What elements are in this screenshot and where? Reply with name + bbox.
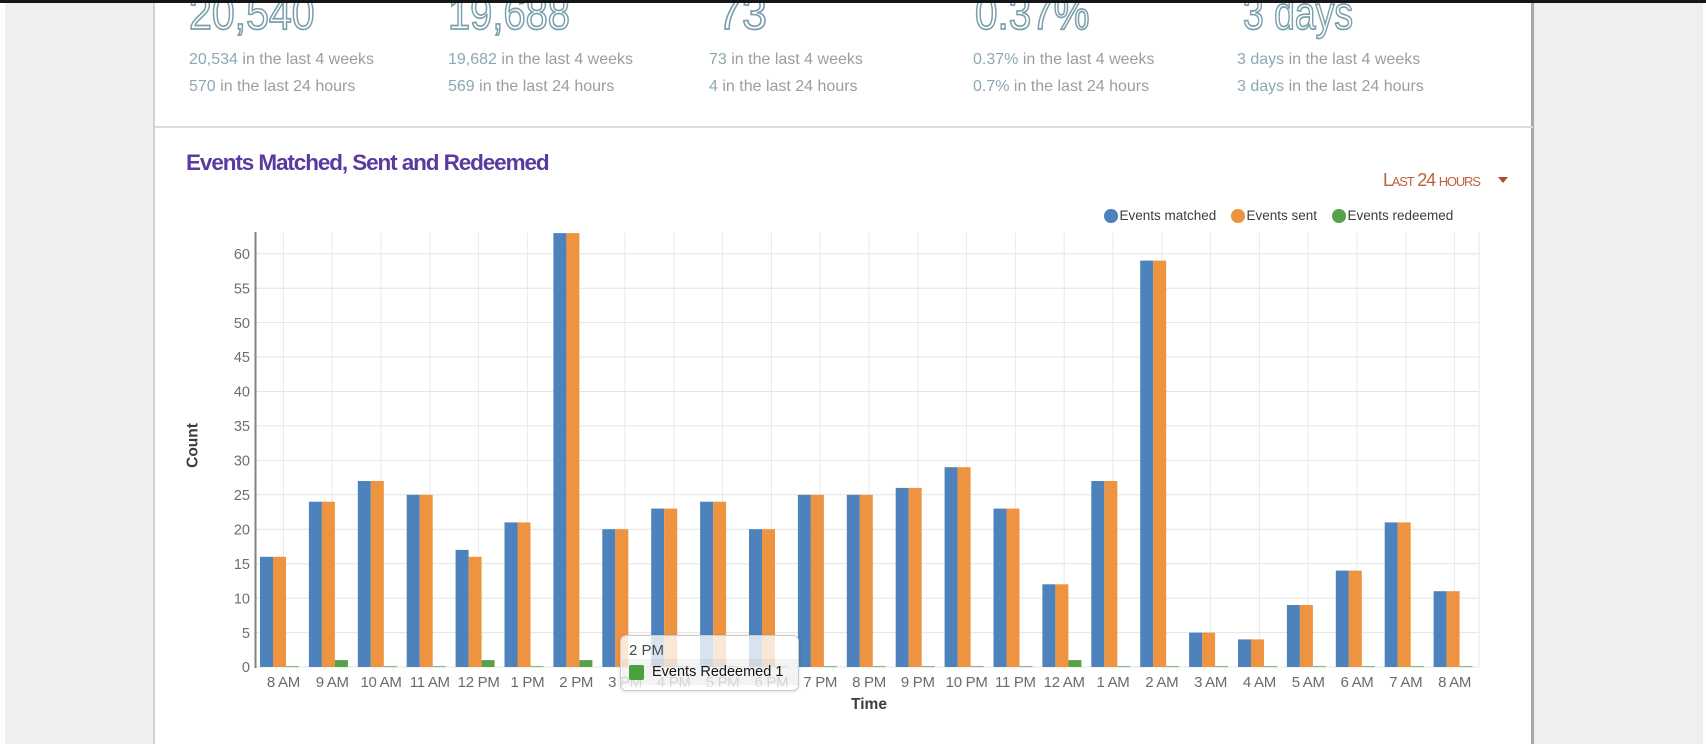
svg-text:4 AM: 4 AM [1243,674,1276,691]
svg-text:1 PM: 1 PM [510,674,544,691]
svg-text:11 PM: 11 PM [995,674,1036,691]
svg-text:10 AM: 10 AM [360,674,401,691]
svg-text:11 AM: 11 AM [410,674,450,691]
svg-text:9 PM: 9 PM [901,674,935,691]
svg-text:35: 35 [234,419,250,435]
svg-text:10: 10 [234,591,250,607]
svg-text:3 AM: 3 AM [1194,674,1227,691]
svg-text:15: 15 [234,557,250,573]
svg-text:Count: Count [185,423,202,468]
svg-text:5: 5 [242,626,250,642]
svg-text:73: 73 [717,0,767,39]
svg-text:2 PM: 2 PM [559,674,593,691]
svg-text:20: 20 [234,522,250,538]
svg-text:20,540: 20,540 [189,0,315,39]
svg-text:0: 0 [242,660,250,676]
svg-text:7 PM: 7 PM [803,674,837,691]
svg-text:25: 25 [234,488,250,504]
svg-text:8 AM: 8 AM [1438,674,1471,691]
svg-text:10 PM: 10 PM [946,674,988,691]
svg-text:7 AM: 7 AM [1389,674,1422,691]
svg-text:40: 40 [234,385,250,401]
svg-text:Time: Time [851,696,887,713]
svg-text:8 PM: 8 PM [852,674,886,691]
svg-text:0.37%: 0.37% [975,0,1090,39]
svg-text:1 AM: 1 AM [1097,674,1130,691]
svg-text:5 AM: 5 AM [1292,674,1325,691]
svg-text:12 AM: 12 AM [1044,674,1085,691]
svg-text:60: 60 [234,247,250,263]
svg-text:55: 55 [234,281,250,297]
svg-text:50: 50 [234,316,250,332]
svg-text:2 AM: 2 AM [1145,674,1178,691]
svg-text:6 AM: 6 AM [1341,674,1374,691]
svg-text:8 AM: 8 AM [267,674,300,691]
svg-text:12 PM: 12 PM [458,674,500,691]
svg-text:30: 30 [234,454,250,470]
svg-text:9 AM: 9 AM [316,674,349,691]
svg-text:19,688: 19,688 [448,0,570,39]
svg-text:3 days: 3 days [1243,0,1353,39]
svg-text:45: 45 [234,350,250,366]
